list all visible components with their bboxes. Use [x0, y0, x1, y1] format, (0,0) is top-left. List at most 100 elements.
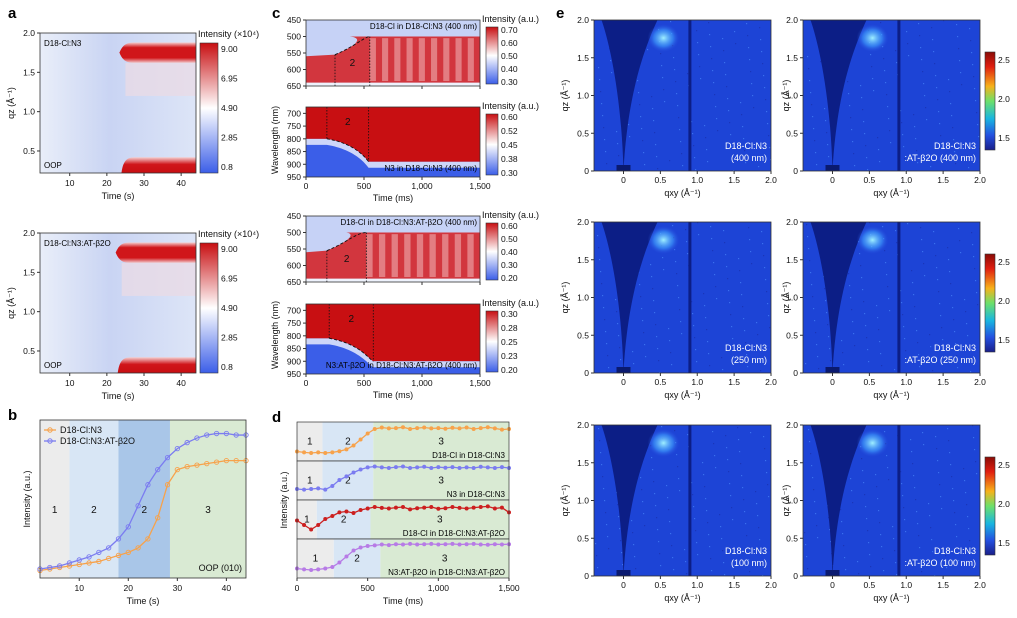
speckle — [914, 126, 916, 128]
speckle — [745, 523, 747, 525]
speckle — [974, 268, 976, 270]
speckle — [722, 550, 724, 552]
colorbar-tick-label: 2.85 — [221, 133, 238, 143]
y-tick-label: 0.5 — [786, 128, 798, 138]
speckle — [868, 542, 870, 544]
speckle — [950, 283, 952, 285]
high-q-band — [119, 42, 196, 63]
x-tick-label: 0 — [621, 377, 626, 387]
speckle — [722, 38, 724, 40]
giwaxs-pattern-2: D18-Cl:N3:AT-β2O (400 nm) 0 0.5 1.0 1.5 2.0 qx… — [781, 15, 986, 198]
data-point — [96, 549, 102, 556]
data-point — [429, 426, 434, 431]
speckle — [720, 526, 722, 528]
region-1 — [297, 422, 323, 461]
data-point — [330, 565, 335, 569]
colorbar-tick-label: 0.8 — [221, 362, 233, 372]
y-tick-label: 750 — [287, 121, 301, 131]
speckle — [657, 529, 659, 531]
data-point — [464, 506, 469, 511]
y-axis-label: Wavelength (nm) — [270, 301, 280, 369]
x-tick-label: 1.5 — [728, 377, 740, 387]
speckle — [939, 484, 941, 486]
band-stripe — [454, 234, 462, 278]
speckle — [953, 139, 955, 141]
data-point — [66, 563, 73, 569]
colorbar-tick-label: 6.95 — [221, 74, 238, 84]
speckle — [912, 463, 914, 465]
speckle — [907, 223, 909, 225]
data-point — [194, 462, 200, 468]
speckle — [850, 117, 852, 119]
speckle — [616, 311, 618, 313]
speckle — [933, 51, 935, 53]
x-tick-label: 2.0 — [974, 175, 986, 185]
speckle — [812, 477, 814, 479]
speckle — [864, 494, 866, 496]
legend-marker — [47, 427, 53, 433]
specular-beam — [823, 544, 842, 576]
speckle — [653, 300, 655, 302]
y-tick-label: 550 — [287, 244, 301, 254]
speckle — [808, 248, 810, 250]
colorbar-tick-label: 0.30 — [501, 168, 518, 178]
data-point — [135, 503, 141, 509]
speckle — [895, 50, 897, 52]
data-point — [323, 487, 328, 492]
speckle — [975, 100, 977, 102]
y-tick-label: 450 — [287, 211, 301, 221]
sample-label-line2: (400 nm) — [731, 153, 767, 163]
speckle — [726, 266, 728, 268]
speckle — [918, 354, 920, 356]
data-point — [56, 564, 63, 571]
colorbar-tick-label: 4.90 — [221, 303, 238, 313]
speckle — [976, 112, 978, 114]
y-tick-label: 900 — [287, 356, 301, 366]
data-point — [174, 445, 180, 452]
speckle — [848, 273, 850, 275]
speckle — [762, 243, 764, 245]
region-label: 2 — [348, 314, 354, 325]
speckle — [876, 486, 878, 488]
speckle — [747, 366, 749, 368]
missing-wedge — [601, 425, 658, 576]
colorbar-tick-label: 0.40 — [501, 64, 518, 74]
speckle — [903, 326, 905, 328]
speckle — [663, 89, 665, 91]
data-point — [499, 465, 504, 470]
speckle — [605, 512, 607, 514]
speckle — [650, 264, 652, 266]
data-point — [478, 464, 483, 469]
speckle — [919, 35, 921, 37]
y-tick-label: 2.0 — [786, 15, 798, 25]
colorbar-tick-label: 1.5 — [998, 538, 1010, 548]
colorbar-tick-label: 9.00 — [221, 244, 238, 254]
y-axis-label: qz (Å⁻¹) — [560, 282, 570, 314]
speckle — [741, 475, 743, 477]
y-tick-label: 700 — [287, 108, 301, 118]
y-tick-label: 850 — [287, 344, 301, 354]
speckle — [938, 472, 940, 474]
speckle — [913, 114, 915, 116]
band-edge — [306, 82, 480, 86]
speckle — [695, 530, 697, 532]
speckle — [767, 303, 769, 305]
data-point — [372, 427, 377, 431]
data-point — [365, 544, 370, 548]
x-tick-label: 1,000 — [428, 583, 450, 593]
y-tick-label: 2.0 — [23, 228, 35, 238]
speckle — [706, 149, 708, 151]
speckle — [931, 27, 933, 29]
plot-frame — [305, 106, 481, 178]
colorbar-tick-label: 2.0 — [998, 499, 1010, 509]
x-tick-label: 0.5 — [654, 580, 666, 590]
speckle — [884, 70, 886, 72]
speckle — [957, 367, 959, 369]
speckle — [955, 343, 957, 345]
speckle — [849, 285, 851, 287]
band-stripe — [404, 234, 411, 278]
speckle — [955, 524, 957, 526]
speckle — [814, 140, 816, 142]
speckle — [889, 310, 891, 312]
